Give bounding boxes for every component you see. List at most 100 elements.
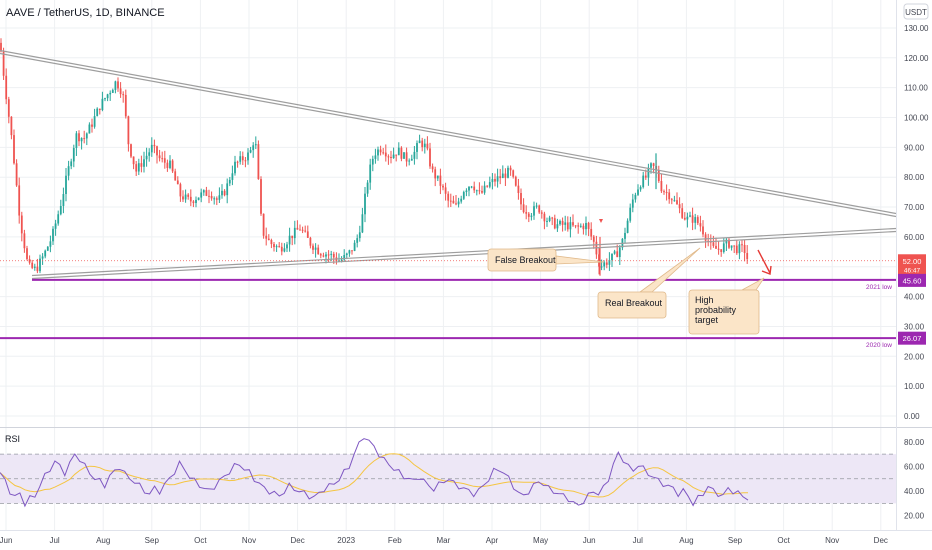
- candle-body: [189, 196, 192, 202]
- candle-body: [319, 254, 322, 256]
- candle-body: [132, 156, 135, 165]
- rsi-ma-line[interactable]: [0, 453, 748, 498]
- descending-trendline[interactable]: [0, 49, 897, 215]
- candle-body: [182, 196, 184, 200]
- candle-body: [561, 220, 564, 225]
- real-breakout-callout[interactable]: [597, 291, 667, 319]
- currency-badge[interactable]: [903, 3, 929, 20]
- candle-body: [119, 88, 122, 95]
- candle-body: [712, 242, 715, 246]
- candle-body: [514, 176, 517, 186]
- candle-body: [683, 217, 686, 220]
- candle-body: [728, 239, 730, 248]
- time-tick-label: Feb: [388, 536, 402, 545]
- candle-body: [431, 166, 434, 170]
- candle-body: [681, 208, 684, 218]
- candle-body: [733, 245, 736, 247]
- candle-body: [501, 173, 504, 179]
- candle-body: [13, 135, 15, 164]
- candle-body: [421, 140, 424, 148]
- candle-body: [579, 225, 582, 227]
- candle-body: [249, 150, 252, 153]
- price-tick-label: 10.00: [904, 382, 925, 391]
- support-level-label: 2020 low: [866, 342, 892, 349]
- target-callout[interactable]: [688, 289, 760, 335]
- candle-body: [322, 255, 325, 257]
- candle-body: [548, 217, 551, 221]
- rsi-label: RSI: [5, 434, 20, 444]
- candle-body: [208, 195, 210, 197]
- candle-body: [382, 152, 385, 154]
- candle-body: [275, 246, 278, 248]
- rsi-tick-label: 20.00: [904, 512, 925, 521]
- candle-body: [244, 160, 247, 162]
- ascending-trendline[interactable]: [31, 230, 897, 280]
- support-2021-price-label: 45.60: [903, 276, 922, 285]
- rsi-pane[interactable]: [0, 438, 896, 508]
- candle-body: [408, 160, 411, 162]
- candle-body: [267, 238, 270, 240]
- candle-body: [582, 225, 585, 230]
- candle-body: [613, 251, 616, 254]
- candle-body: [543, 213, 546, 222]
- candle-body: [642, 175, 645, 188]
- candle-body: [478, 190, 481, 192]
- candle-body: [5, 75, 8, 100]
- support-2020-price-label: 26.07: [903, 334, 922, 343]
- candle-body: [96, 108, 99, 117]
- candle-body: [652, 163, 655, 166]
- target-arrow-line[interactable]: [757, 249, 771, 274]
- candle-body: [629, 207, 632, 221]
- candle-body: [278, 246, 281, 248]
- time-tick-label: Sep: [145, 536, 160, 545]
- candle-body: [353, 242, 356, 251]
- candle-body: [639, 187, 642, 190]
- candle-body: [374, 155, 377, 159]
- candle-body: [717, 248, 720, 250]
- candle-body: [200, 192, 203, 198]
- candle-body: [187, 194, 190, 197]
- candle-body: [499, 176, 502, 179]
- candle-body: [361, 214, 364, 233]
- candle-body: [512, 170, 515, 177]
- descending-trendline[interactable]: [0, 52, 897, 218]
- support-level-label: 2021 low: [866, 284, 892, 291]
- candle-body: [720, 249, 723, 253]
- candle-body: [603, 262, 606, 267]
- candle-body: [673, 200, 676, 202]
- candle-body: [462, 192, 465, 199]
- rsi-line[interactable]: [0, 438, 749, 508]
- candle-body: [114, 81, 117, 90]
- candle-body: [678, 204, 681, 209]
- candle-body: [650, 163, 652, 168]
- candle-body: [447, 193, 450, 201]
- candle-body: [260, 179, 262, 214]
- candle-body: [470, 186, 473, 188]
- price-pane[interactable]: 2021 low 2020 low False Breakout Real Break…: [0, 38, 897, 349]
- candle-body: [694, 217, 697, 223]
- candle-body: [179, 184, 182, 197]
- candle-body: [699, 223, 702, 227]
- chart-title: AAVE / TetherUS, 1D, BINANCE: [6, 7, 165, 19]
- ascending-trendline[interactable]: [31, 227, 897, 277]
- price-tick-label: 130.00: [904, 24, 929, 33]
- event-marker: [599, 219, 603, 223]
- candle-body: [169, 160, 171, 168]
- false-breakout-callout[interactable]: [487, 248, 557, 272]
- candle-body: [78, 133, 80, 142]
- candle-body: [137, 163, 140, 172]
- candle-body: [252, 145, 255, 151]
- time-tick-label: Jul: [49, 536, 59, 545]
- candle-body: [174, 171, 177, 181]
- candle-body: [239, 156, 242, 162]
- axes: 130.00 120.00 110.00 100.00 90.00 80.00 70.00 6…: [0, 24, 929, 545]
- rsi-tick-label: 60.00: [904, 462, 925, 471]
- candle-body: [533, 206, 535, 216]
- candle-body: [686, 216, 689, 220]
- candle-body: [730, 245, 733, 248]
- time-tick-label: Mar: [437, 536, 451, 545]
- candle-body: [624, 232, 626, 239]
- candle-body: [455, 203, 457, 205]
- candle-body: [475, 190, 478, 192]
